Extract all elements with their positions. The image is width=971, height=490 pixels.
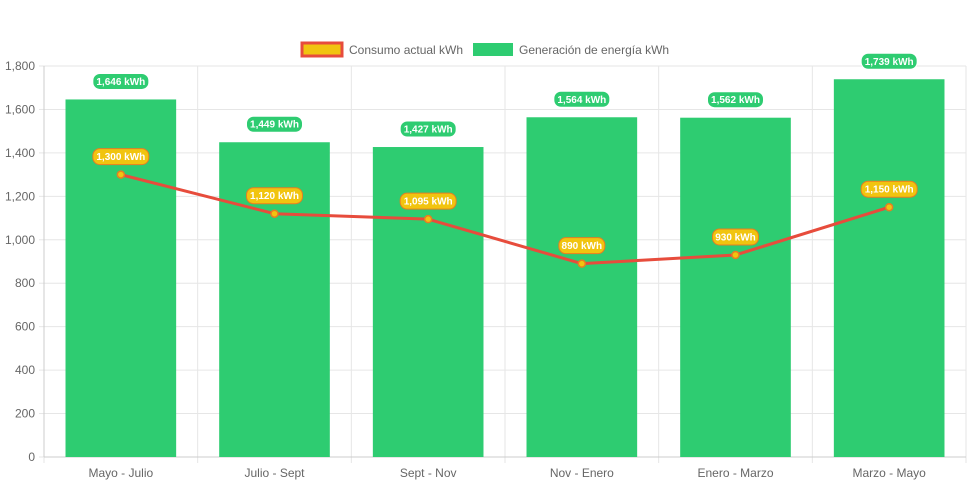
legend-label-consumption: Consumo actual kWh xyxy=(349,43,463,57)
legend-swatch-consumption xyxy=(300,41,344,58)
generation-data-label: 1,562 kWh xyxy=(707,91,764,109)
generation-bar[interactable] xyxy=(833,79,945,458)
y-tick-label: 1,600 xyxy=(5,102,35,116)
consumption-point[interactable] xyxy=(884,202,894,212)
generation-data-label-text: 1,739 kWh xyxy=(865,57,914,68)
y-tick-label: 800 xyxy=(15,276,35,290)
consumption-data-label-text: 1,150 kWh xyxy=(865,185,914,196)
generation-data-label-bg xyxy=(860,52,918,70)
generation-data-label-text: 1,646 kWh xyxy=(96,77,145,88)
legend: Consumo actual kWh Generación de energía… xyxy=(300,41,669,58)
generation-bar[interactable] xyxy=(680,117,791,458)
generation-data-label-text: 1,564 kWh xyxy=(557,95,606,106)
consumption-data-label-bg xyxy=(860,180,918,198)
consumption-line-path xyxy=(120,173,890,266)
x-tick-label: Nov - Enero xyxy=(550,466,614,480)
x-tick-label: Enero - Marzo xyxy=(697,466,773,480)
consumption-data-label: 1,095 kWh xyxy=(399,192,457,210)
consumption-data-label: 890 kWh xyxy=(558,237,606,255)
consumption-data-label-bg xyxy=(246,187,303,205)
y-tick-label: 1,200 xyxy=(5,189,35,203)
consumption-point[interactable] xyxy=(116,170,126,179)
consumption-data-label-text: 890 kWh xyxy=(562,241,603,252)
generation-data-label-text: 1,562 kWh xyxy=(711,95,760,106)
x-tick-label: Julio - Sept xyxy=(244,466,305,480)
consumption-data-label-text: 1,120 kWh xyxy=(250,191,299,202)
generation-data-label-bg xyxy=(553,90,611,108)
consumption-data-label-text: 1,300 kWh xyxy=(96,152,145,163)
consumption-data-label-bg xyxy=(92,148,150,166)
x-tick-label: Marzo - Mayo xyxy=(852,466,926,480)
legend-item-generation[interactable]: Generación de energía kWh xyxy=(473,43,669,57)
consumption-point[interactable] xyxy=(577,259,587,268)
legend-label-generation: Generación de energía kWh xyxy=(519,43,669,57)
generation-data-label-bg xyxy=(707,91,764,109)
y-tick-label: 1,400 xyxy=(5,146,35,160)
consumption-data-label: 1,300 kWh xyxy=(92,148,150,166)
generation-data-label: 1,646 kWh xyxy=(92,72,150,90)
consumption-data-label-text: 930 kWh xyxy=(715,232,756,243)
consumption-data-label-bg xyxy=(558,237,606,255)
generation-data-label-bg xyxy=(399,120,457,138)
y-tick-label: 400 xyxy=(15,363,35,377)
consumption-data-label: 1,120 kWh xyxy=(246,187,303,205)
generation-data-label: 1,564 kWh xyxy=(553,90,611,108)
consumption-data-label: 1,150 kWh xyxy=(860,180,918,198)
generation-bar[interactable] xyxy=(526,117,638,458)
data-labels: 1,646 kWh 1,449 kWh 1,427 kWh 1,564 kWh 1,56… xyxy=(92,52,918,255)
y-tick-label: 1,000 xyxy=(5,233,35,247)
generation-data-label-text: 1,427 kWh xyxy=(404,125,453,136)
axes: 0 200 400 600 800 1,000 1,200 1,400 1,600 1,800 Ma… xyxy=(5,59,966,480)
consumption-data-label-text: 1,095 kWh xyxy=(404,197,453,208)
consumption-data-label: 930 kWh xyxy=(712,228,759,246)
generation-data-label: 1,739 kWh xyxy=(860,52,918,70)
generation-bars xyxy=(65,79,945,458)
y-tick-label: 200 xyxy=(15,407,35,421)
consumption-point[interactable] xyxy=(423,214,433,224)
consumption-point[interactable] xyxy=(731,250,740,260)
consumption-data-label-bg xyxy=(712,228,759,246)
generation-data-label-text: 1,449 kWh xyxy=(250,120,299,131)
legend-swatch-generation xyxy=(473,43,513,56)
x-tick-label: Mayo - Julio xyxy=(88,466,153,480)
consumption-line xyxy=(116,170,894,268)
y-tick-label: 600 xyxy=(15,320,35,334)
generation-data-label: 1,449 kWh xyxy=(246,115,303,133)
x-tick-label: Sept - Nov xyxy=(400,466,457,480)
legend-item-consumption[interactable]: Consumo actual kWh xyxy=(300,41,463,58)
consumption-point[interactable] xyxy=(270,209,279,218)
generation-data-label-bg xyxy=(246,115,303,133)
generation-data-label: 1,427 kWh xyxy=(399,120,457,138)
y-tick-label: 1,800 xyxy=(5,59,35,73)
grid xyxy=(39,65,967,463)
generation-data-label-bg xyxy=(92,72,150,90)
y-tick-label: 0 xyxy=(28,450,35,464)
consumption-data-label-bg xyxy=(399,192,457,210)
